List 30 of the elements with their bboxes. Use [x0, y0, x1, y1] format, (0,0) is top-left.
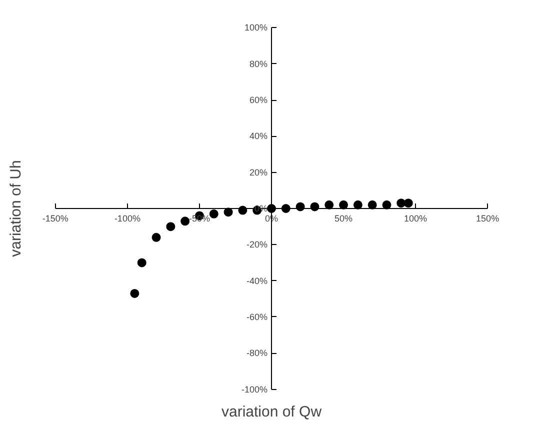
y-axis-title: variation of Uh — [8, 160, 24, 257]
point — [152, 232, 161, 242]
y-tick-label: -20% — [246, 240, 268, 250]
y-tick-label: -40% — [246, 276, 268, 286]
point — [404, 198, 413, 208]
point — [368, 200, 377, 210]
y-tick-label: 80% — [249, 58, 268, 69]
y-tick-label: 40% — [249, 131, 268, 142]
x-tick-label: -100% — [114, 214, 140, 224]
y-tick-label: -80% — [246, 348, 268, 358]
point — [396, 198, 406, 208]
point — [209, 209, 218, 218]
x-tick-label: 150% — [476, 214, 500, 224]
point — [130, 288, 140, 298]
point — [353, 200, 362, 210]
x-axis-title: variation of Qw — [221, 404, 322, 420]
x-tick-label: -150% — [42, 214, 68, 224]
x-tick-label: 50% — [334, 214, 353, 224]
point — [382, 200, 392, 210]
y-tick-label: 100% — [244, 22, 268, 33]
point — [224, 208, 233, 217]
y-tick-label: 60% — [249, 95, 268, 106]
y-tick-label: -100% — [241, 384, 268, 394]
point — [137, 258, 146, 268]
point — [166, 222, 176, 232]
point — [324, 200, 334, 210]
y-tick-label: -60% — [246, 312, 268, 322]
x-tick-label: 100% — [404, 214, 428, 224]
y-tick-label: 20% — [249, 167, 268, 178]
point — [180, 216, 190, 226]
